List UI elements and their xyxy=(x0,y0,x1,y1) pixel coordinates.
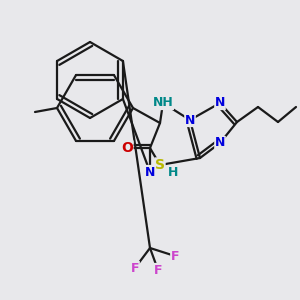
Text: O: O xyxy=(121,141,133,155)
Text: N: N xyxy=(215,136,225,149)
Text: F: F xyxy=(131,262,139,275)
Text: F: F xyxy=(171,250,179,262)
Text: F: F xyxy=(154,263,162,277)
Text: N: N xyxy=(185,113,195,127)
Text: S: S xyxy=(155,158,165,172)
Text: NH: NH xyxy=(153,97,173,110)
Text: N: N xyxy=(145,166,155,178)
Text: H: H xyxy=(168,166,178,178)
Text: N: N xyxy=(215,97,225,110)
